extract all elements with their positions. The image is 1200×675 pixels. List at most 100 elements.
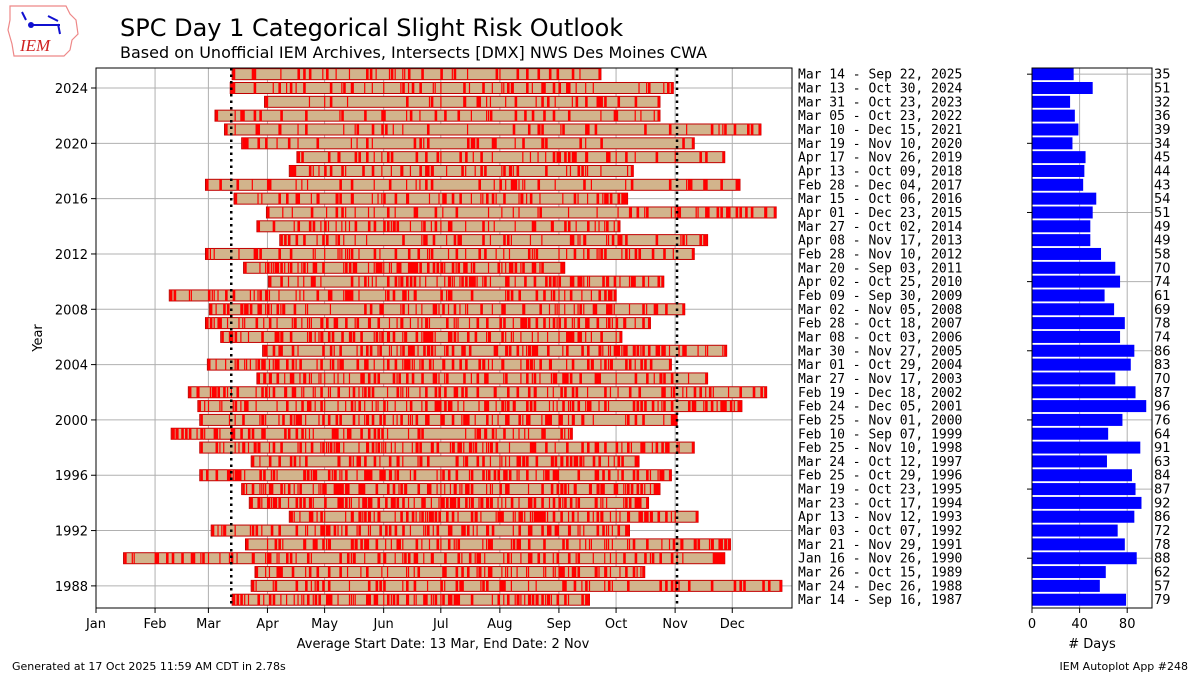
event-day [386, 400, 389, 412]
event-day [320, 483, 322, 495]
event-day [552, 400, 554, 412]
event-day [407, 594, 410, 606]
event-day [487, 566, 491, 578]
event-day [373, 331, 375, 343]
event-day [257, 359, 261, 371]
event-day [394, 497, 396, 509]
y-tick-label: 1992 [55, 525, 88, 540]
event-day [377, 317, 381, 329]
event-day [600, 331, 603, 343]
event-day [270, 525, 274, 537]
event-day [497, 469, 501, 481]
event-day [329, 359, 332, 371]
event-day [453, 497, 457, 509]
event-day [548, 276, 552, 288]
event-day [550, 483, 554, 495]
event-day [503, 580, 506, 592]
event-day [505, 262, 507, 274]
event-day [560, 511, 563, 523]
event-day [352, 511, 354, 523]
event-day [312, 386, 314, 398]
event-day [308, 372, 311, 384]
event-day [442, 497, 445, 509]
timeline-row [231, 593, 590, 606]
event-day [586, 220, 590, 232]
event-day [503, 400, 505, 412]
event-day [543, 137, 545, 149]
event-day [514, 110, 518, 122]
event-day [571, 511, 575, 523]
event-day [569, 276, 573, 288]
timeline-row [250, 579, 783, 592]
event-day [447, 469, 451, 481]
event-day [326, 317, 329, 329]
event-day [575, 220, 577, 232]
event-day [329, 442, 333, 454]
event-day [573, 303, 575, 315]
event-day [259, 455, 261, 467]
event-day [562, 580, 565, 592]
event-day [501, 165, 503, 177]
event-day [215, 442, 219, 454]
event-day [396, 386, 400, 398]
event-day [326, 594, 329, 606]
event-day [512, 525, 514, 537]
event-day [432, 511, 434, 523]
event-day [221, 400, 223, 412]
event-day [287, 262, 290, 274]
event-day [215, 110, 219, 122]
event-day [316, 359, 318, 371]
event-day [501, 262, 503, 274]
row-label: Apr 13 - Nov 12, 1993 [798, 510, 962, 525]
event-day [217, 289, 219, 301]
event-day [617, 469, 619, 481]
event-day [362, 511, 364, 523]
event-day [278, 248, 281, 260]
event-day [314, 386, 316, 398]
event-day [646, 372, 649, 384]
event-day [234, 123, 236, 135]
event-day [282, 331, 284, 343]
event-day [293, 317, 297, 329]
event-day [708, 386, 712, 398]
event-day [188, 386, 192, 398]
event-day [548, 303, 551, 315]
event-day [642, 442, 645, 454]
days-bar [1032, 483, 1136, 496]
event-day [371, 400, 373, 412]
event-day [432, 359, 434, 371]
event-day [388, 331, 391, 343]
event-day [487, 469, 491, 481]
event-day [567, 483, 570, 495]
event-day [470, 442, 472, 454]
event-day [569, 289, 573, 301]
event-day [257, 193, 259, 205]
event-day [640, 359, 643, 371]
event-day [524, 317, 527, 329]
event-day [396, 372, 398, 384]
event-day [465, 276, 468, 288]
days-bar [1032, 538, 1125, 551]
event-day [522, 345, 524, 357]
days-count: 74 [1154, 275, 1171, 290]
event-day [350, 82, 354, 94]
event-day [626, 165, 629, 177]
days-x-tick-label: 40 [1071, 617, 1088, 632]
event-day [691, 442, 695, 454]
days-count: 76 [1154, 413, 1171, 428]
event-day [326, 442, 328, 454]
event-day [526, 359, 529, 371]
event-day [724, 538, 727, 550]
event-day [554, 469, 558, 481]
event-day [442, 469, 445, 481]
event-day [491, 497, 493, 509]
event-day [539, 262, 541, 274]
event-day [503, 469, 506, 481]
event-day [486, 372, 489, 384]
event-day [289, 455, 293, 467]
logo-text: IEM [19, 36, 51, 55]
event-day [284, 303, 286, 315]
event-day [314, 538, 318, 550]
event-day [337, 497, 341, 509]
event-day [407, 82, 410, 94]
